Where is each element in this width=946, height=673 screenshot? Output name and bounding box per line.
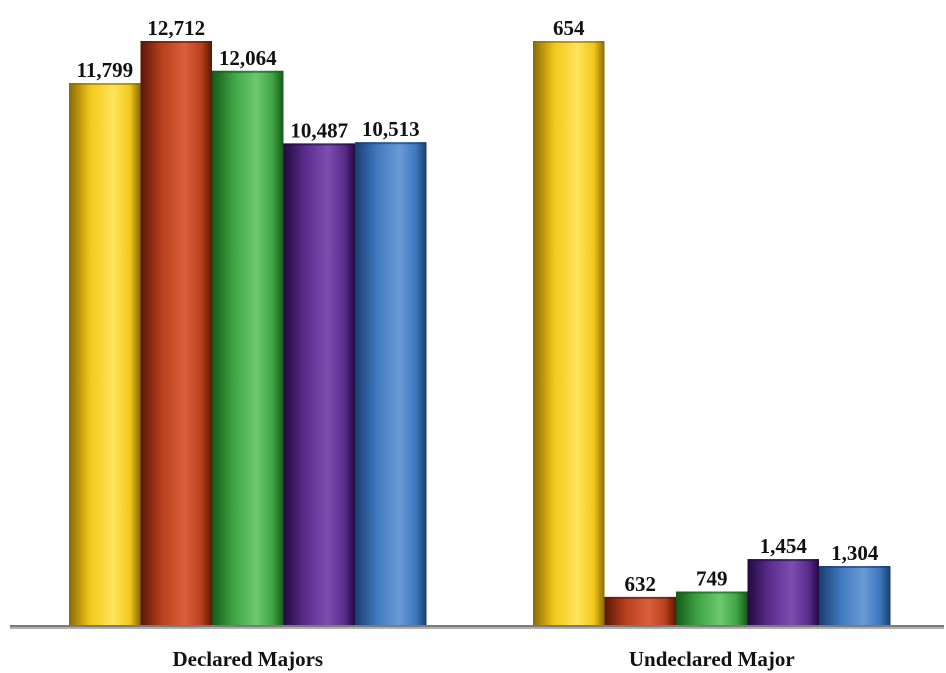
- category-label-undeclared-major: Undeclared Major: [629, 647, 795, 671]
- bar-top-edge: [676, 591, 748, 594]
- data-label-undeclared-series-3: 749: [696, 567, 728, 591]
- bars-layer: [69, 41, 891, 627]
- bar-top-edge: [819, 566, 891, 568]
- bar-top-edge: [533, 41, 605, 43]
- category-labels-layer: Declared Majors Undeclared Major: [172, 647, 794, 671]
- data-label-declared-series-5: 10,513: [362, 117, 420, 141]
- category-label-declared-majors: Declared Majors: [172, 647, 323, 671]
- bar-top-edge: [69, 83, 141, 85]
- value-labels-layer: 11,799 12,712 12,064 10,487 10,513 654 632 749 1…: [77, 16, 879, 596]
- bar-top-edge: [604, 596, 676, 599]
- bar-undeclared-series-5: [819, 566, 891, 626]
- data-label-undeclared-series-1: 654: [553, 16, 585, 40]
- bar-declared-series-2: [140, 41, 212, 626]
- bar-declared-series-5: [355, 142, 427, 626]
- bar-undeclared-series-4: [747, 559, 819, 626]
- data-label-declared-series-1: 11,799: [77, 58, 134, 82]
- axis-layer: [10, 625, 944, 629]
- bar-undeclared-series-2: [604, 596, 676, 626]
- bar-top-edge: [355, 142, 427, 145]
- bar-declared-series-4: [283, 143, 355, 626]
- data-label-declared-series-2: 12,712: [147, 16, 205, 40]
- bar-top-edge: [747, 559, 819, 562]
- data-label-undeclared-series-2: 632: [625, 572, 657, 596]
- bar-top-edge: [212, 70, 284, 73]
- data-label-undeclared-series-5: 1,304: [831, 541, 879, 565]
- bar-undeclared-series-1: [533, 41, 605, 626]
- bar-top-edge: [140, 41, 212, 43]
- data-label-declared-series-3: 12,064: [219, 46, 277, 70]
- bar-top-edge: [283, 143, 355, 146]
- data-label-declared-series-4: 10,487: [290, 118, 348, 142]
- bar-declared-series-3: [212, 70, 284, 627]
- bar-undeclared-series-3: [676, 591, 748, 626]
- data-label-undeclared-series-4: 1,454: [760, 534, 808, 558]
- bar-declared-series-1: [69, 83, 141, 626]
